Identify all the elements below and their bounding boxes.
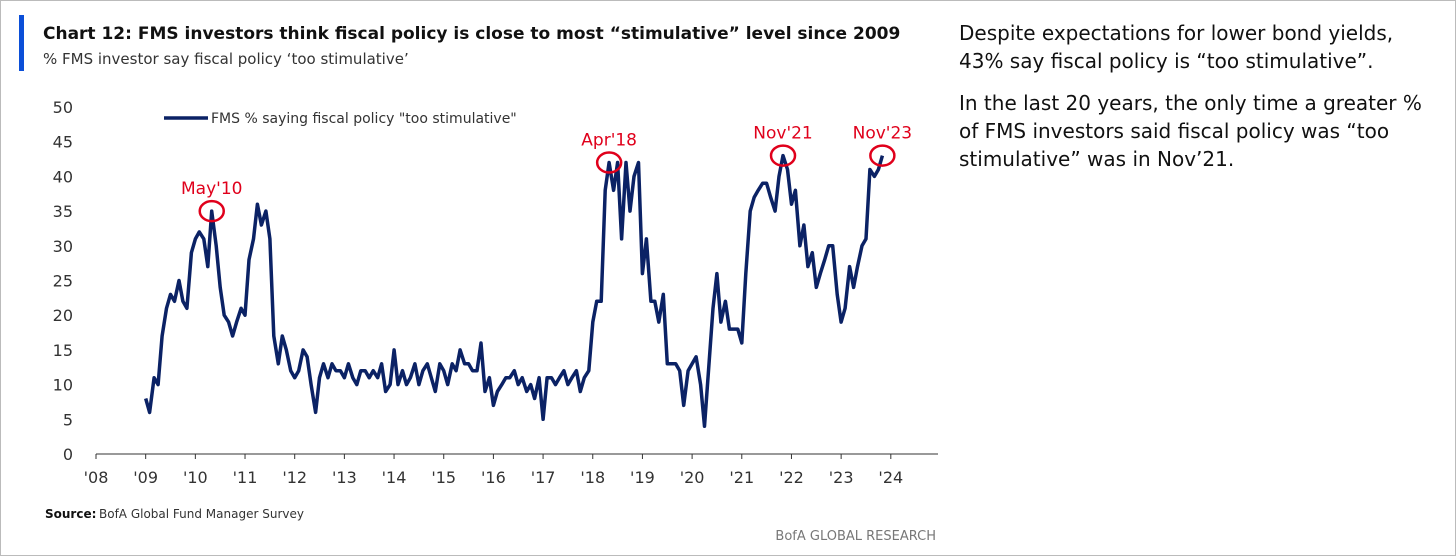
side-paragraph: In the last 20 years, the only time a gr… xyxy=(959,91,1422,171)
source-label: Source: xyxy=(45,507,96,521)
x-tick-label: '23 xyxy=(829,468,854,487)
x-tick-label: '14 xyxy=(382,468,407,487)
y-tick-label: 10 xyxy=(53,376,73,395)
annotation-circle xyxy=(869,144,896,167)
x-tick-label: '17 xyxy=(531,468,556,487)
chart: Chart 12: FMS investors think fiscal pol… xyxy=(19,15,938,544)
y-tick-label: 30 xyxy=(53,237,73,256)
annotation-circle xyxy=(198,199,225,223)
y-tick-label: 5 xyxy=(63,410,73,429)
x-tick-label: '10 xyxy=(183,468,208,487)
chart-subtitle: % FMS investor say fiscal policy ‘too st… xyxy=(43,50,409,68)
x-tick-label: '20 xyxy=(680,468,705,487)
x-tick-label: '15 xyxy=(431,468,456,487)
source: BofA Global Fund Manager Survey xyxy=(99,507,304,521)
annotation-label: Nov'21 xyxy=(753,124,812,144)
y-tick-label: 15 xyxy=(53,341,73,360)
x-tick-label: '11 xyxy=(233,468,258,487)
y-tick-label: 35 xyxy=(53,202,73,221)
y-tick-label: 0 xyxy=(63,445,73,464)
side-paragraph: Despite expectations for lower bond yiel… xyxy=(959,21,1394,73)
x-tick-label: '09 xyxy=(133,468,158,487)
annotation-label: May'10 xyxy=(181,179,242,199)
y-tick-label: 40 xyxy=(53,167,73,186)
legend-label: FMS % saying fiscal policy "too stimulat… xyxy=(211,111,517,127)
annotation-label: Apr'18 xyxy=(581,131,637,151)
y-tick-label: 50 xyxy=(53,98,73,117)
title-accent xyxy=(19,15,24,71)
x-tick-label: '22 xyxy=(779,468,804,487)
y-tick-label: 45 xyxy=(53,133,73,152)
footer: BofA GLOBAL RESEARCH xyxy=(775,529,936,544)
annotation-circle xyxy=(595,151,623,174)
y-tick-label: 25 xyxy=(53,272,73,291)
x-tick-label: '21 xyxy=(729,468,754,487)
data-line xyxy=(144,153,885,428)
x-tick-label: '08 xyxy=(84,468,109,487)
x-tick-label: '24 xyxy=(878,468,903,487)
x-tick-label: '19 xyxy=(630,468,655,487)
y-tick-label: 20 xyxy=(53,306,73,325)
annotation-circle xyxy=(769,144,797,167)
annotation-label: Nov'23 xyxy=(853,124,912,144)
chart-title: Chart 12: FMS investors think fiscal pol… xyxy=(43,24,900,44)
side-panel: Despite expectations for lower bond yiel… xyxy=(959,19,1439,187)
x-tick-label: '18 xyxy=(580,468,605,487)
x-tick-label: '13 xyxy=(332,468,357,487)
x-tick-label: '12 xyxy=(282,468,307,487)
x-tick-label: '16 xyxy=(481,468,506,487)
